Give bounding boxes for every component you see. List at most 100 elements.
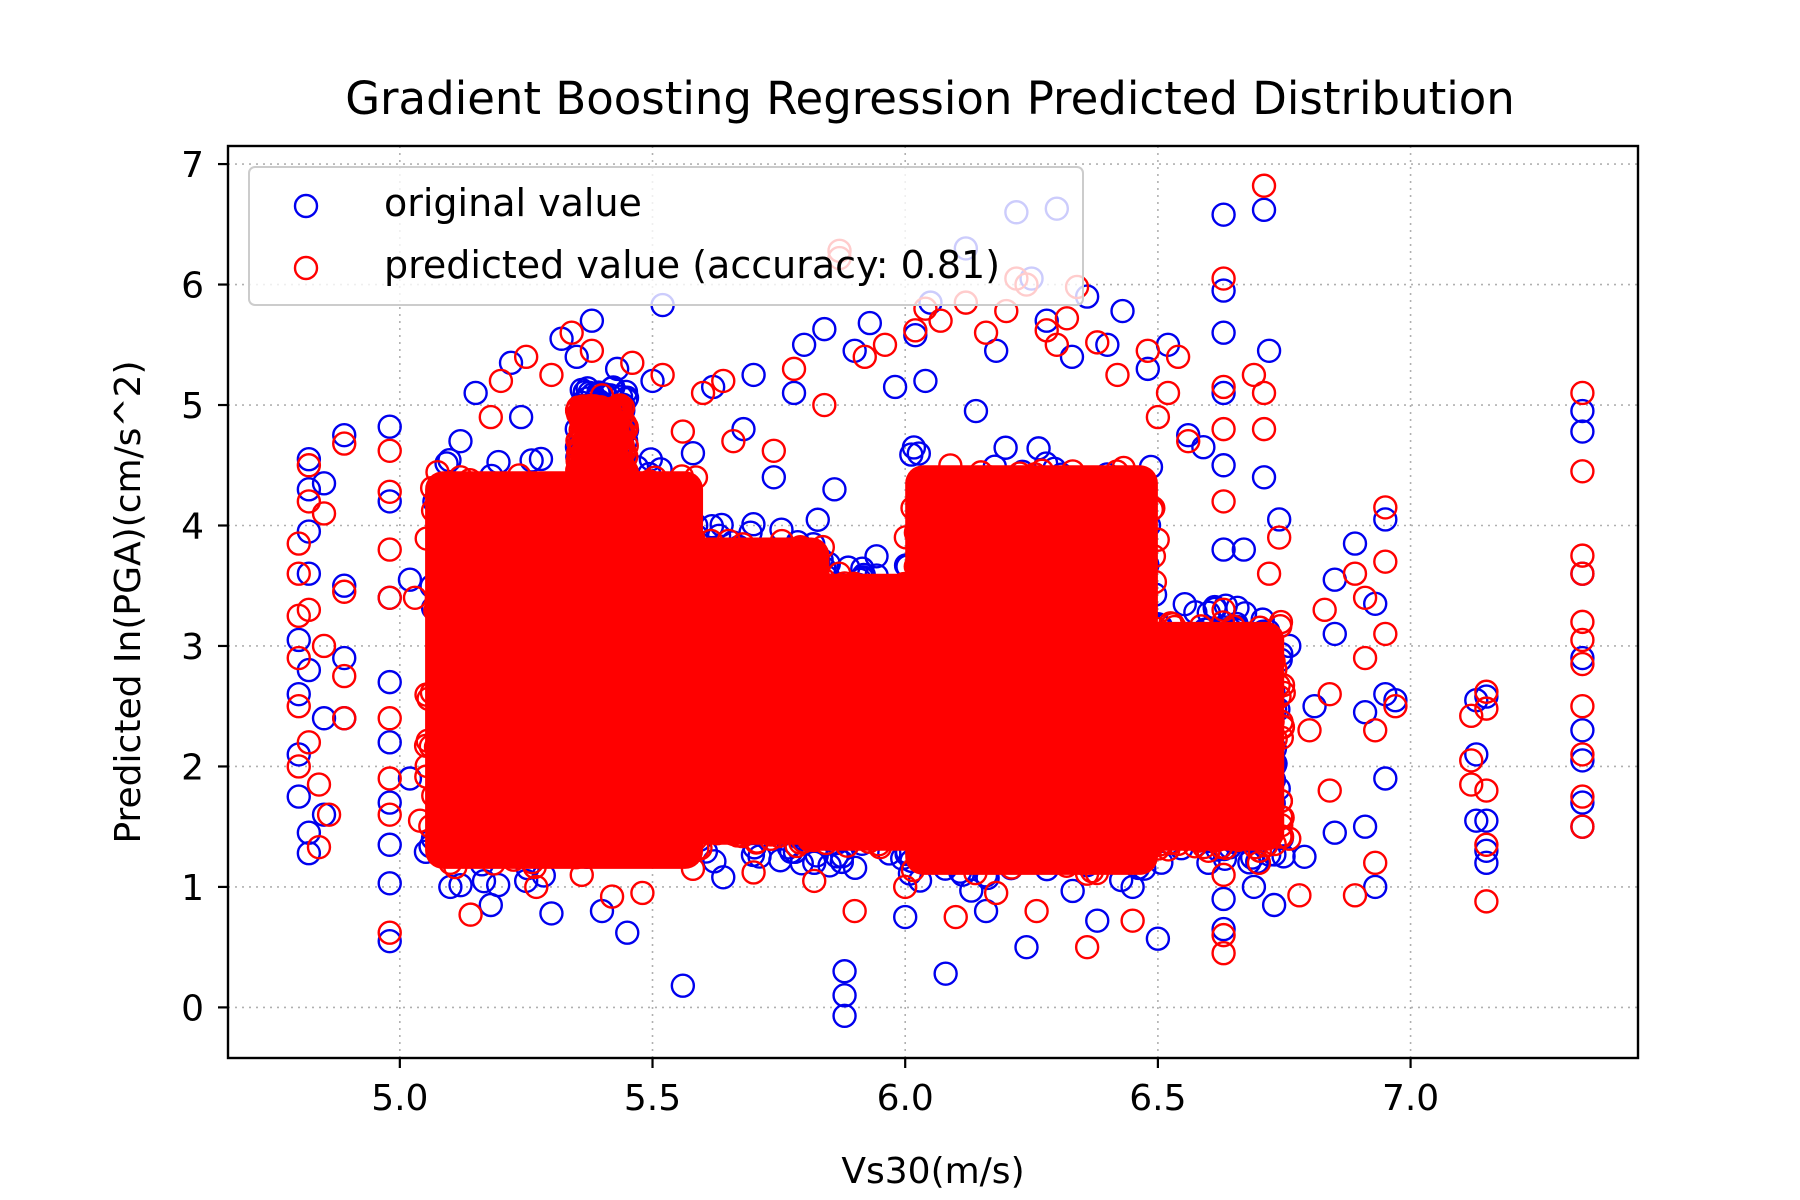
predicted-value-point bbox=[754, 630, 779, 655]
predicted-value-point bbox=[1267, 684, 1292, 709]
predicted-value-point bbox=[1054, 306, 1080, 331]
x-tick-label: 5.0 bbox=[371, 1078, 428, 1119]
original-value-point bbox=[1014, 934, 1039, 960]
original-value-point bbox=[741, 362, 766, 388]
predicted-value-point bbox=[457, 467, 483, 493]
predicted-value-point bbox=[567, 760, 592, 785]
predicted-value-point bbox=[1120, 908, 1145, 933]
predicted-value-point bbox=[539, 675, 564, 700]
predicted-value-point bbox=[1363, 718, 1388, 743]
original-value-point bbox=[1196, 850, 1221, 876]
predicted-value-point bbox=[1268, 824, 1293, 849]
predicted-value-point bbox=[1204, 644, 1230, 670]
predicted-value-point bbox=[674, 548, 699, 574]
original-value-point bbox=[864, 544, 889, 569]
predicted-value-point bbox=[377, 537, 402, 562]
original-value-point bbox=[311, 706, 337, 731]
predicted-value-point bbox=[940, 624, 966, 649]
predicted-value-point bbox=[578, 552, 603, 578]
predicted-value-point bbox=[566, 834, 591, 859]
predicted-value-point bbox=[969, 821, 995, 847]
predicted-value-point bbox=[900, 702, 925, 727]
original-value-point bbox=[1059, 344, 1085, 370]
predicted-value-point bbox=[747, 636, 772, 662]
predicted-value-point bbox=[1049, 738, 1075, 764]
predicted-value-point bbox=[1099, 492, 1125, 517]
predicted-value-point bbox=[832, 676, 857, 701]
predicted-value-point bbox=[758, 822, 784, 847]
predicted-value-point bbox=[641, 735, 666, 760]
predicted-value-point bbox=[937, 667, 963, 692]
predicted-value-point bbox=[609, 764, 635, 789]
predicted-value-point bbox=[1255, 655, 1281, 680]
predicted-value-point bbox=[511, 690, 537, 715]
predicted-value-point bbox=[639, 746, 664, 772]
predicted-value-point bbox=[1570, 561, 1595, 586]
predicted-value-point bbox=[900, 495, 925, 521]
predicted-value-point bbox=[806, 679, 831, 705]
predicted-value-point bbox=[1128, 631, 1154, 657]
predicted-value-point bbox=[943, 583, 969, 609]
predicted-value-point bbox=[546, 670, 571, 695]
predicted-value-point bbox=[547, 506, 572, 532]
predicted-value-point bbox=[1184, 767, 1209, 793]
predicted-value-point bbox=[1262, 831, 1287, 857]
predicted-value-point bbox=[551, 623, 576, 649]
predicted-value-point bbox=[522, 767, 547, 793]
predicted-value-point bbox=[473, 682, 498, 707]
predicted-value-point bbox=[498, 496, 523, 521]
predicted-value-point bbox=[1158, 729, 1184, 754]
x-tick-label: 5.5 bbox=[624, 1078, 681, 1119]
predicted-value-point bbox=[766, 708, 792, 733]
predicted-value-point bbox=[1570, 694, 1595, 719]
predicted-value-point bbox=[813, 830, 839, 856]
predicted-value-point bbox=[1085, 531, 1111, 556]
predicted-value-point bbox=[970, 669, 996, 694]
predicted-value-point bbox=[680, 856, 706, 882]
predicted-value-point bbox=[563, 845, 589, 870]
predicted-value-point bbox=[1459, 772, 1484, 797]
original-value-point bbox=[1570, 419, 1595, 444]
predicted-value-point bbox=[728, 761, 754, 786]
predicted-value-point bbox=[513, 600, 538, 625]
predicted-value-point bbox=[1125, 583, 1150, 608]
predicted-value-point bbox=[286, 531, 311, 556]
predicted-value-point bbox=[706, 749, 731, 774]
predicted-value-point bbox=[594, 698, 619, 723]
predicted-value-point bbox=[507, 504, 532, 530]
predicted-value-point bbox=[1122, 807, 1148, 832]
predicted-value-point bbox=[1246, 850, 1272, 876]
predicted-value-point bbox=[731, 737, 757, 762]
predicted-value-point bbox=[620, 602, 646, 627]
predicted-value-point bbox=[578, 672, 603, 698]
predicted-value-point bbox=[706, 712, 732, 738]
original-value-point bbox=[1342, 531, 1368, 556]
predicted-value-point bbox=[428, 525, 453, 550]
original-value-point bbox=[539, 901, 564, 926]
predicted-value-point bbox=[377, 585, 402, 610]
predicted-value-point bbox=[1123, 738, 1149, 764]
predicted-value-point bbox=[445, 512, 470, 537]
predicted-value-point bbox=[950, 633, 975, 659]
predicted-value-point bbox=[734, 703, 759, 728]
predicted-value-point bbox=[630, 539, 656, 564]
predicted-value-point bbox=[430, 630, 455, 655]
predicted-value-point bbox=[668, 773, 694, 799]
predicted-value-point bbox=[730, 532, 756, 557]
predicted-value-point bbox=[1211, 597, 1236, 623]
predicted-value-point bbox=[526, 741, 552, 767]
predicted-value-point bbox=[423, 598, 448, 624]
predicted-value-point bbox=[905, 666, 931, 692]
predicted-value-point bbox=[623, 805, 648, 830]
predicted-value-point bbox=[1156, 798, 1181, 824]
predicted-value-point bbox=[1022, 796, 1047, 821]
predicted-value-point bbox=[560, 820, 585, 846]
predicted-value-point bbox=[690, 380, 716, 406]
predicted-value-point bbox=[1082, 554, 1108, 580]
x-axis-ticks: 5.0 5.5 6.0 6.5 7.0 bbox=[371, 1058, 1439, 1119]
original-value-point bbox=[397, 567, 423, 592]
predicted-value-point bbox=[1120, 508, 1146, 534]
predicted-value-point bbox=[1132, 542, 1157, 567]
predicted-value-point bbox=[669, 766, 694, 792]
y-tick-label: 2 bbox=[181, 747, 204, 788]
